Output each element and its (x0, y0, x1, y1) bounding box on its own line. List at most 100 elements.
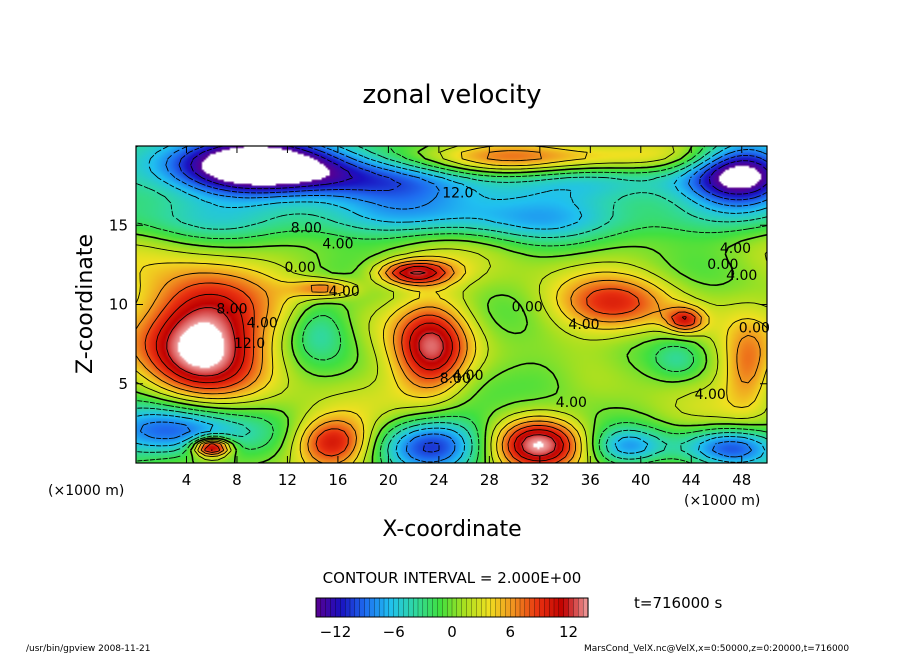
x-tick-label: 28 (480, 471, 499, 489)
contour-level-4 (136, 146, 767, 463)
colorbar-cell (393, 597, 400, 618)
colorbar-cell (437, 597, 443, 618)
contour-level--8 (139, 146, 767, 463)
y-tick-label: 5 (118, 375, 128, 393)
colorbar-cell (490, 597, 497, 618)
colorbar-cell (364, 597, 370, 618)
colorbar-cell (330, 597, 336, 618)
x-tick-label: 4 (182, 471, 192, 489)
colorbar-cell (335, 597, 341, 618)
chart-title: zonal velocity (362, 80, 541, 110)
colorbar-cell (374, 597, 380, 618)
contour-label: 8.00 (216, 301, 247, 317)
contour-label: 4.00 (322, 236, 353, 252)
x-tick-label: 12 (278, 471, 297, 489)
colorbar-cell (480, 597, 487, 618)
contour-label: 4.00 (329, 284, 360, 300)
colorbar-cell (388, 597, 395, 618)
y-tick-label: 10 (109, 296, 128, 314)
x-axis-label: X-coordinate (382, 517, 521, 542)
contour-label: 4.00 (556, 395, 587, 411)
colorbar-cell (539, 597, 545, 618)
contour-level-8 (144, 262, 696, 463)
colorbar-tick-label: 6 (506, 623, 516, 641)
colorbar-cell (544, 597, 550, 618)
colorbar-cell (349, 597, 356, 618)
colorbar-cell (524, 597, 531, 618)
contour-level-2 (136, 146, 767, 463)
x-tick-label: 48 (732, 471, 751, 489)
x-axis-unit-right: (×1000 m) (684, 493, 760, 509)
contour-label: 4.00 (247, 316, 278, 332)
contour-label: 4.00 (695, 387, 726, 403)
colorbar-cell (369, 597, 375, 618)
colorbar-cell (320, 597, 327, 618)
colorbar-frame (315, 597, 589, 618)
colorbar-cell (510, 597, 516, 618)
footer-right: MarsCond_VelX.nc@VelX,x=0:50000,z=0:2000… (584, 644, 849, 654)
contour-label: 0.00 (739, 320, 770, 336)
footer-left: /usr/bin/gpview 2008-11-21 (26, 644, 150, 654)
colorbar-cell (529, 597, 536, 618)
colorbar-cell (568, 597, 574, 618)
colorbar-cell (427, 597, 434, 618)
colorbar-cell (485, 597, 492, 618)
colorbar-tick-label: −12 (320, 623, 352, 641)
contour-label: 0.00 (284, 260, 315, 276)
contour-label: 8.00 (440, 371, 471, 387)
colorbar-cell (514, 597, 521, 618)
colorbar-cell (408, 597, 414, 618)
time-label: t=716000 s (634, 594, 722, 612)
colorbar-cell (442, 597, 448, 618)
colorbar-cell (534, 597, 540, 618)
contour-level-6 (136, 150, 761, 463)
colorbar-cell (505, 597, 511, 618)
x-axis-unit-left: (×1000 m) (48, 483, 124, 499)
colorbar-cell (553, 597, 560, 618)
colorbar-cell (573, 597, 579, 618)
colorbar-cell (417, 597, 424, 618)
colorbar-cell (344, 597, 351, 618)
contour-labels: 12.08.004.000.004.008.004.0012.00.004.00… (216, 186, 770, 411)
contour-label: 8.00 (291, 220, 322, 236)
contour-level--10 (178, 146, 767, 453)
contour-lines (136, 146, 767, 463)
y-tick-label: 15 (109, 216, 128, 234)
colorbar-cell (315, 597, 322, 618)
colorbar-tick-label: 12 (559, 623, 578, 641)
colorbar-cell (446, 597, 453, 618)
colorbar-cells (315, 597, 589, 618)
colorbar-cell (359, 597, 366, 618)
colorbar-cell (519, 597, 526, 618)
colorbar-cell (325, 597, 332, 618)
colorbar-cell (340, 597, 346, 618)
contour-label: 12.0 (234, 336, 265, 352)
x-tick-label: 8 (232, 471, 242, 489)
contour-level-12 (166, 271, 557, 457)
colorbar-cell (500, 597, 506, 618)
x-tick-label: 32 (530, 471, 549, 489)
colorbar-cell (471, 597, 477, 618)
colorbar-cell (456, 597, 463, 618)
colorbar-cell (495, 597, 502, 618)
x-tick-label: 16 (328, 471, 347, 489)
colorbar-cell (412, 597, 419, 618)
colorbar-cell (432, 597, 438, 618)
contour-level--6 (136, 146, 767, 463)
contour-label: 0.00 (512, 300, 543, 316)
x-tick-label: 20 (379, 471, 398, 489)
colorbar-cell (403, 597, 409, 618)
colorbar-cell (476, 597, 482, 618)
y-axis: 5 10 15 (109, 216, 767, 393)
contour-interval-text: CONTOUR INTERVAL = 2.000E+00 (323, 569, 582, 587)
x-tick-label: 44 (682, 471, 701, 489)
contour-level-10 (155, 265, 687, 462)
colorbar-cell (422, 597, 429, 618)
colorbar-cell (558, 597, 565, 618)
colorbar-cell (378, 597, 385, 618)
colorbar-cell (563, 597, 570, 618)
colorbar-cell (466, 597, 472, 618)
colorbar-tick-label: −6 (383, 623, 405, 641)
colorbar-ticks: −12 −6 0 6 12 (320, 623, 579, 641)
